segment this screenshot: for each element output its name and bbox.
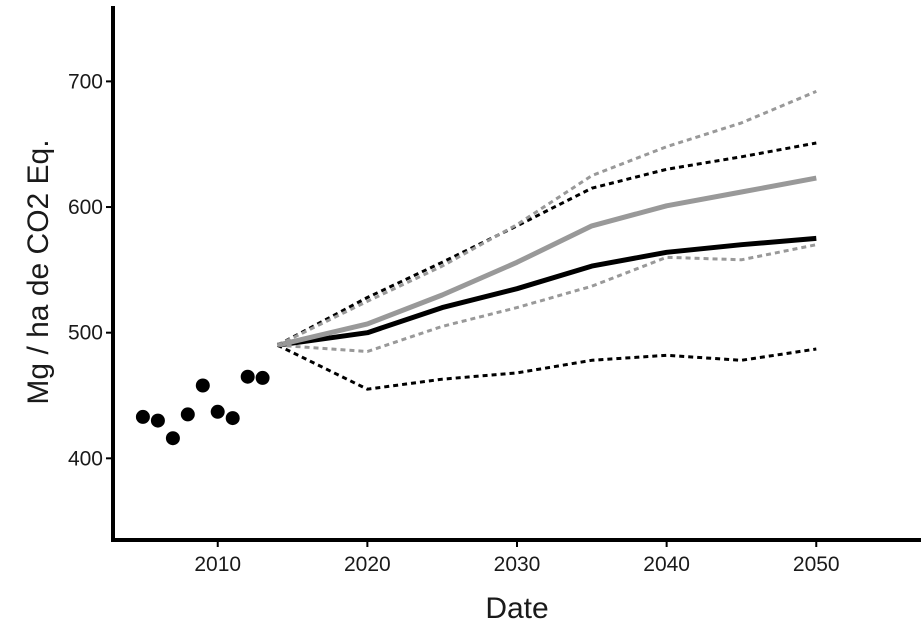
y-tick-label: 400 [68,447,103,470]
series-line-4 [276,343,817,391]
x-axis-title: Date [485,592,548,623]
plot-lines [276,90,817,391]
y-tick-label: 500 [68,322,103,345]
data-point [150,413,165,428]
x-tick-label: 2010 [194,553,241,576]
series-line-5 [276,90,817,347]
series-line-2 [277,175,817,348]
data-point [165,431,180,446]
series-line-6 [277,243,817,353]
y-axis-ticks: 400 500 600 700 [68,70,113,470]
x-axis-ticks: 2010 2020 2030 2040 2050 [194,540,840,576]
x-tick-label: 2030 [494,553,541,576]
x-tick-label: 2050 [793,553,840,576]
y-tick-label: 700 [68,70,103,93]
data-point [240,369,255,384]
data-point [255,370,270,385]
series-line-3 [276,141,817,347]
data-point [210,404,225,419]
data-point [135,409,150,424]
data-point [195,378,210,393]
data-point [225,411,240,426]
y-tick-label: 600 [68,196,103,219]
plot-points [135,369,270,446]
y-axis-title: Mg / ha de CO2 Eq. [22,139,55,404]
x-tick-label: 2040 [643,553,690,576]
data-point [180,407,195,422]
series-line-1 [277,235,817,348]
x-tick-label: 2020 [344,553,391,576]
